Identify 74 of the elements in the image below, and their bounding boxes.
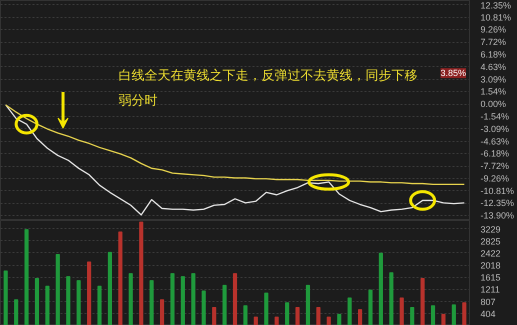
- bar: [180, 276, 185, 325]
- bar: [348, 297, 352, 325]
- annotation: 白线全天在黄线之下走，反弹过不去黄线，同步下移: [118, 68, 418, 82]
- bar: [462, 302, 466, 325]
- y-tick-label: 0.00%: [480, 99, 506, 110]
- bar: [264, 292, 268, 325]
- bar: [76, 280, 81, 325]
- y-tick-label: -7.72%: [480, 161, 510, 172]
- bar: [400, 297, 404, 325]
- bar: [232, 273, 238, 325]
- bar: [420, 278, 425, 325]
- y-tick-label: -4.63%: [480, 136, 510, 146]
- y-tick-label: -13.90%: [480, 210, 514, 220]
- bar: [45, 286, 50, 325]
- y-tick-label: 9.26%: [480, 24, 506, 35]
- y-tick-label: 1211: [480, 284, 500, 295]
- bar: [66, 276, 70, 325]
- bar: [222, 284, 227, 325]
- y-tick-label: 2825: [480, 236, 501, 246]
- y-tick-label: -9.26%: [480, 173, 510, 184]
- y-tick-label: 404: [480, 308, 496, 319]
- bar: [368, 290, 373, 325]
- y-tick-label: 1615: [480, 272, 501, 283]
- bar: [56, 254, 60, 325]
- y-tick-label: -10.81%: [480, 186, 514, 196]
- bar: [326, 316, 331, 325]
- bar: [212, 307, 216, 325]
- bar: [285, 302, 290, 325]
- bar: [378, 252, 383, 325]
- bar: [139, 222, 144, 325]
- y-tick-label: -12.35%: [480, 198, 514, 208]
- bar: [128, 273, 133, 325]
- bar: [160, 299, 164, 325]
- bar: [34, 278, 40, 325]
- y-tick-label: 3229: [480, 224, 501, 234]
- bar: [358, 309, 362, 325]
- bar: [337, 314, 342, 325]
- bar: [202, 290, 206, 325]
- y-tick-label: 1.54%: [480, 86, 506, 97]
- y-tick-label: 6.18%: [480, 49, 506, 60]
- bar: [316, 307, 320, 325]
- bar: [97, 286, 102, 325]
- bar: [150, 280, 154, 325]
- y-tick-label: -3.09%: [480, 124, 510, 134]
- bar: [254, 316, 258, 325]
- y-tick-label: -1.54%: [480, 111, 510, 122]
- annotation: 3.85%: [440, 68, 466, 78]
- y-tick-label: 12.35%: [480, 0, 512, 10]
- y-tick-label: 10.81%: [480, 12, 512, 22]
- bar: [24, 229, 29, 325]
- bar: [108, 252, 112, 325]
- bar: [452, 304, 456, 325]
- y-tick-label: -6.18%: [480, 148, 510, 159]
- y-tick-label: 807: [480, 296, 496, 307]
- y-tick-label: 3.09%: [480, 74, 506, 84]
- annotation: 弱分时: [118, 92, 158, 108]
- bar: [306, 284, 310, 325]
- bar: [243, 305, 248, 325]
- bar: [430, 305, 436, 325]
- y-tick-label: 7.72%: [480, 37, 506, 48]
- bar: [191, 273, 196, 325]
- bar: [389, 272, 394, 325]
- y-tick-label: 2018: [480, 260, 501, 271]
- bar: [274, 316, 279, 325]
- y-tick-label: 4.63%: [480, 62, 506, 72]
- y-tick-label: 2422: [480, 248, 501, 258]
- bar: [14, 299, 18, 325]
- bar: [4, 270, 8, 325]
- bar: [87, 261, 92, 325]
- bar: [410, 307, 414, 325]
- bar: [118, 232, 122, 325]
- bar: [295, 307, 300, 325]
- bar: [170, 273, 175, 325]
- bar: [441, 314, 446, 325]
